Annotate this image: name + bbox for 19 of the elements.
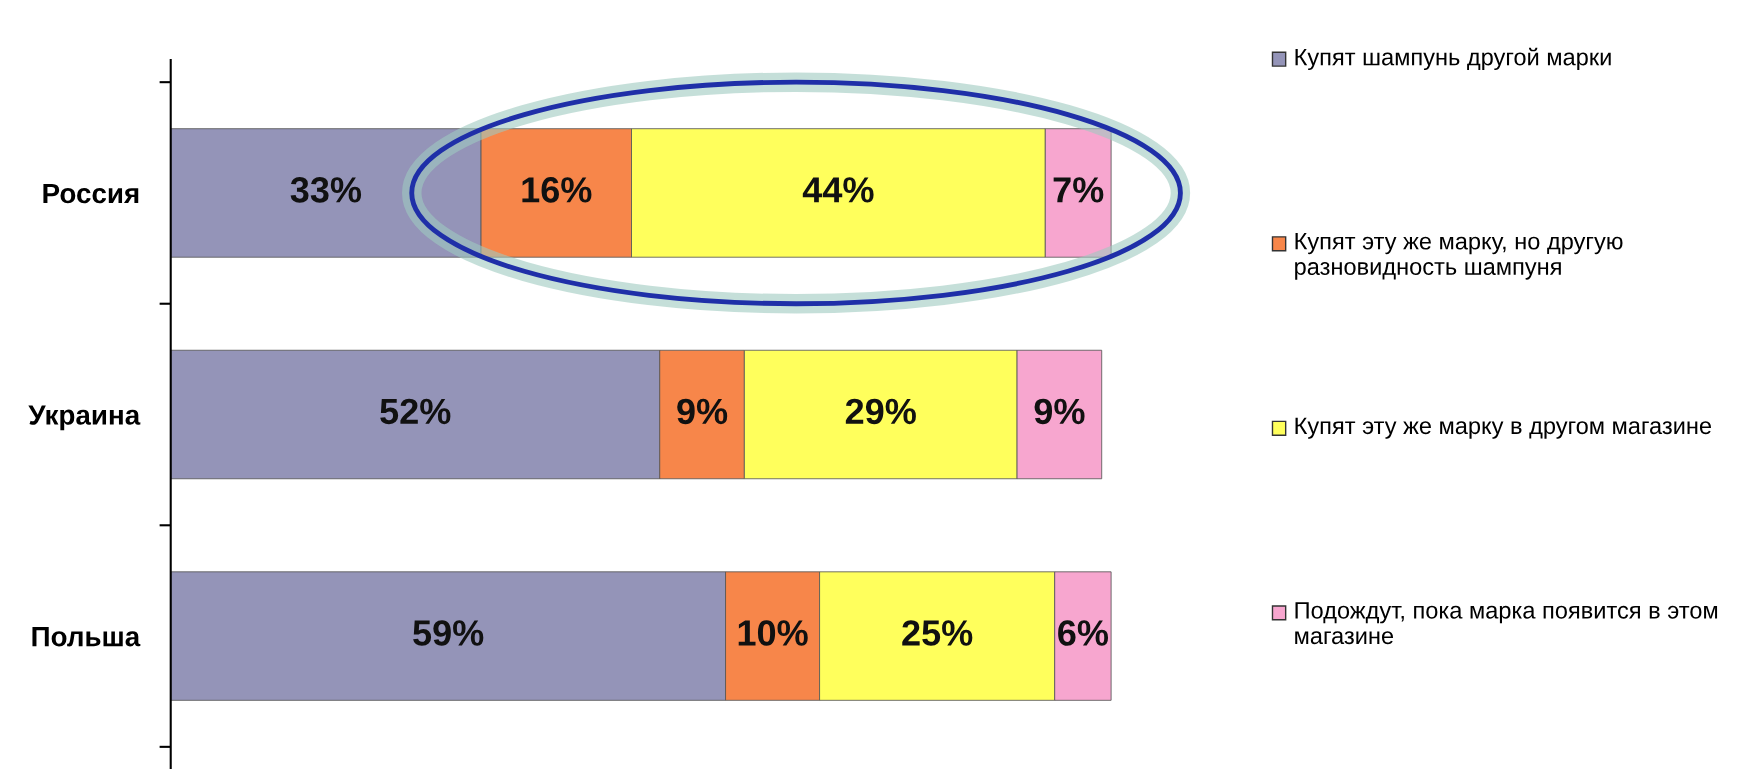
data-label: 59%	[413, 620, 484, 646]
data-label: 25%	[902, 620, 973, 646]
legend-label: Купят шампунь другой марки	[1295, 47, 1611, 71]
data-label: 33%	[290, 177, 362, 203]
data-label: 9%	[677, 398, 728, 425]
data-label: 44%	[802, 177, 874, 203]
data-label: 52%	[380, 398, 451, 425]
legend-label: Купят эту же марку, но другую разновидность шампуня	[1295, 233, 1623, 280]
legend-label: Купят эту же марку в другом магазине	[1295, 417, 1712, 439]
data-label: 7%	[1053, 177, 1104, 203]
data-label: 6%	[1058, 620, 1109, 646]
data-label: 10%	[738, 620, 808, 646]
legend-label: Подождут, пока марка появится в этом магазине	[1295, 602, 1718, 645]
y-tick-label: Украина	[28, 405, 141, 431]
data-label: 9%	[1034, 398, 1085, 425]
y-tick-label: Польша	[32, 627, 141, 647]
y-tick-label: Россия	[43, 183, 139, 204]
data-label: 29%	[845, 398, 916, 425]
data-label: 16%	[522, 177, 592, 203]
